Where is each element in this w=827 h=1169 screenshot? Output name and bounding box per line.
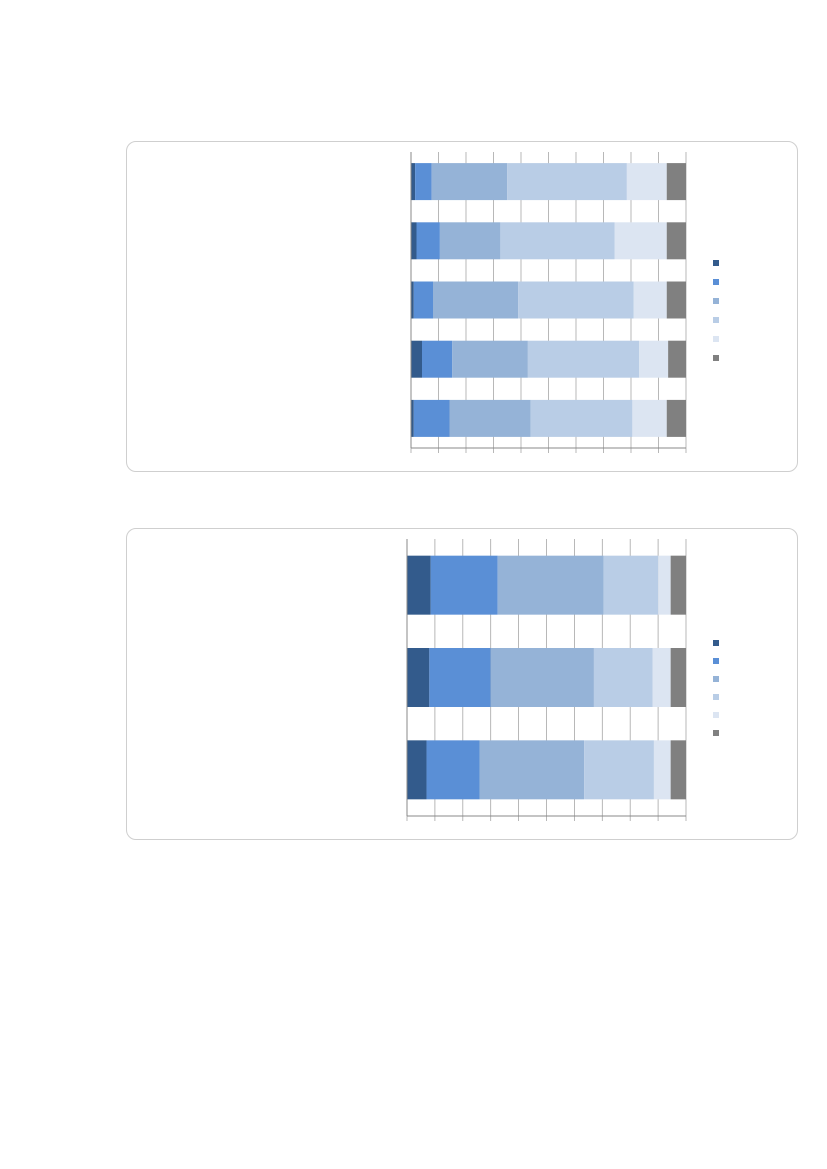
- bar-segment: [413, 281, 433, 319]
- bar-segment: [411, 163, 416, 201]
- bar-segment: [449, 399, 531, 437]
- bar-segment: [666, 222, 686, 260]
- bar-segment: [666, 281, 686, 319]
- bar-segment: [593, 648, 653, 707]
- bar-segment: [439, 222, 501, 260]
- bar-segment: [416, 222, 440, 260]
- legend-marker: [713, 355, 719, 361]
- stacked-bar-chart-1: [126, 141, 798, 472]
- bar-segment: [479, 740, 585, 800]
- bar-segment: [633, 281, 667, 319]
- bar-segment: [658, 555, 671, 615]
- stacked-bar-chart-2: [126, 528, 798, 840]
- bar-segment: [527, 340, 640, 378]
- bar-segment: [603, 555, 659, 615]
- bar-segment: [626, 163, 667, 201]
- bar-segment: [411, 281, 414, 319]
- bar-segment: [653, 740, 671, 800]
- bar-segment: [497, 555, 604, 615]
- legend-marker: [713, 694, 719, 700]
- bar-segment: [411, 399, 414, 437]
- bar-segment: [639, 340, 669, 378]
- legend-marker: [713, 712, 719, 718]
- bar-segment: [518, 281, 634, 319]
- bar-segment: [584, 740, 654, 800]
- bar-segment: [668, 340, 686, 378]
- bar-segment: [670, 740, 686, 800]
- bar-segment: [530, 399, 633, 437]
- bar-segment: [666, 399, 686, 437]
- legend-marker: [713, 317, 719, 323]
- bar-segment: [429, 648, 491, 707]
- legend-marker: [713, 298, 719, 304]
- bar-segment: [411, 222, 417, 260]
- bar-segment: [666, 163, 686, 201]
- bar-segment: [413, 399, 450, 437]
- chart-2-plot: [406, 539, 719, 821]
- legend-marker: [713, 640, 719, 646]
- bar-segment: [430, 555, 498, 615]
- bar-segment: [632, 399, 667, 437]
- bar-segment: [670, 555, 686, 615]
- bar-segment: [415, 163, 432, 201]
- legend-marker: [713, 730, 719, 736]
- bar-segment: [426, 740, 480, 800]
- bar-segment: [422, 340, 453, 378]
- legend-marker: [713, 676, 719, 682]
- bar-segment: [407, 555, 431, 615]
- bar-segment: [407, 648, 430, 707]
- legend-marker: [713, 260, 719, 266]
- bar-segment: [490, 648, 594, 707]
- bar-segment: [407, 740, 427, 800]
- chart-1-plot: [410, 152, 719, 453]
- legend-marker: [713, 336, 719, 342]
- bar-segment: [452, 340, 528, 378]
- bar-segment: [500, 222, 615, 260]
- bar-segment: [652, 648, 671, 707]
- bar-segment: [433, 281, 519, 319]
- bar-segment: [507, 163, 627, 201]
- bar-segment: [431, 163, 508, 201]
- legend-marker: [713, 279, 719, 285]
- bar-segment: [670, 648, 686, 707]
- bar-segment: [411, 340, 422, 378]
- bar-segment: [614, 222, 667, 260]
- legend-marker: [713, 658, 719, 664]
